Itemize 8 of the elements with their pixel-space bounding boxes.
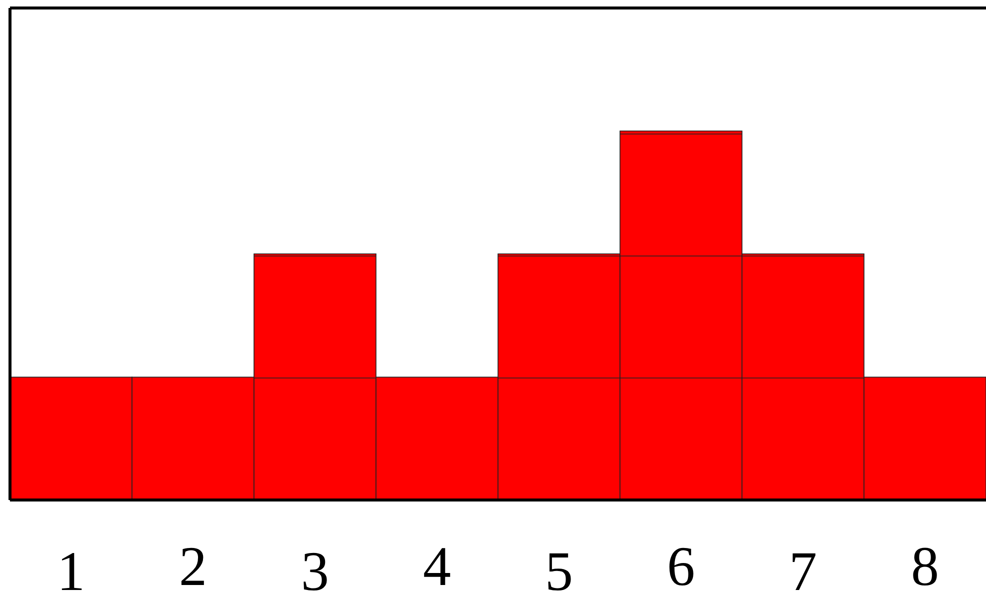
x-tick-label: 4 <box>423 536 451 597</box>
x-tick-label: 8 <box>911 536 939 597</box>
x-tick-label: 3 <box>301 541 329 597</box>
x-tick-label: 7 <box>789 541 817 597</box>
x-tick-label: 5 <box>545 541 573 597</box>
x-tick-label: 1 <box>57 541 85 597</box>
x-tick-label: 2 <box>179 536 207 597</box>
x-tick-label: 6 <box>667 536 695 597</box>
